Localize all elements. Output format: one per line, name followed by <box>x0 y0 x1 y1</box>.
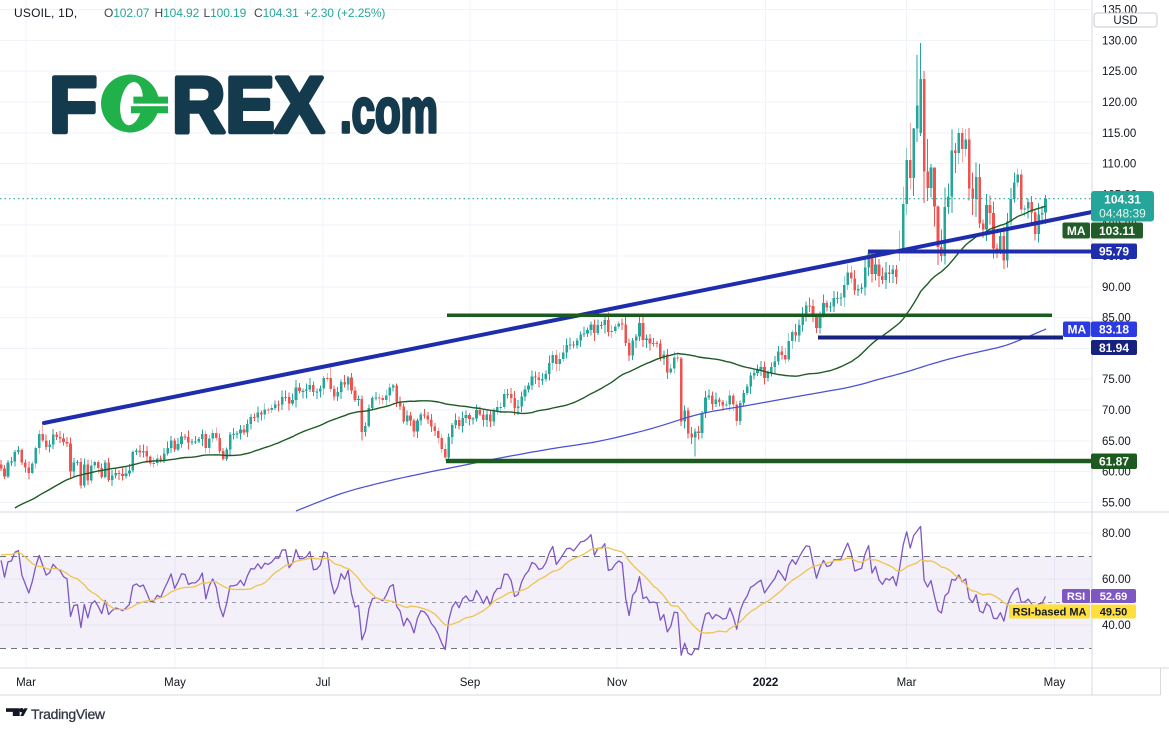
svg-text:O102.07: O102.07 <box>104 6 150 20</box>
svg-text:RSI-based MA: RSI-based MA <box>1013 607 1087 619</box>
svg-text:83.18: 83.18 <box>1099 323 1129 337</box>
svg-text:115.00: 115.00 <box>1102 128 1136 140</box>
svg-text:F: F <box>49 60 97 149</box>
svg-text:USD: USD <box>1113 15 1137 27</box>
svg-text:125.00: 125.00 <box>1102 66 1137 78</box>
svg-text:55.00: 55.00 <box>1102 497 1131 509</box>
svg-text:May: May <box>1044 677 1066 689</box>
svg-text:L100.19: L100.19 <box>204 6 247 20</box>
svg-text:04:48:39: 04:48:39 <box>1099 207 1146 221</box>
svg-text:49.50: 49.50 <box>1100 607 1128 619</box>
svg-text:80.00: 80.00 <box>1102 528 1131 540</box>
svg-text:95.79: 95.79 <box>1099 245 1129 259</box>
svg-text:60.00: 60.00 <box>1102 574 1131 586</box>
svg-text:52.69: 52.69 <box>1100 591 1128 603</box>
svg-text:90.00: 90.00 <box>1102 282 1131 294</box>
svg-text:May: May <box>164 677 186 689</box>
svg-text:40.00: 40.00 <box>1102 620 1131 632</box>
svg-text:USOIL, 1D,: USOIL, 1D, <box>14 6 77 20</box>
svg-text:110.00: 110.00 <box>1102 159 1136 171</box>
svg-text:120.00: 120.00 <box>1102 97 1137 109</box>
svg-text:.com: .com <box>340 77 438 146</box>
svg-text:C104.31: C104.31 <box>254 6 299 20</box>
svg-text:103.11: 103.11 <box>1099 224 1135 238</box>
svg-text:61.87: 61.87 <box>1099 455 1129 469</box>
svg-text:Sep: Sep <box>460 677 480 689</box>
svg-text:Jul: Jul <box>316 677 331 689</box>
svg-text:75.00: 75.00 <box>1102 374 1131 386</box>
svg-text:Mar: Mar <box>16 677 36 689</box>
svg-text:104.31: 104.31 <box>1104 193 1141 207</box>
svg-text:130.00: 130.00 <box>1102 35 1137 47</box>
svg-text:MA: MA <box>1067 323 1086 337</box>
svg-text:RSI: RSI <box>1067 591 1085 603</box>
svg-text:REX: REX <box>172 60 324 149</box>
svg-text:TradingView: TradingView <box>31 706 106 722</box>
svg-text:MA: MA <box>1067 224 1086 238</box>
svg-text:65.00: 65.00 <box>1102 436 1131 448</box>
svg-text:70.00: 70.00 <box>1102 405 1131 417</box>
svg-text:Mar: Mar <box>897 677 917 689</box>
svg-text:2022: 2022 <box>753 677 779 689</box>
svg-text:+2.30 (+2.25%): +2.30 (+2.25%) <box>304 6 385 20</box>
svg-text:81.94: 81.94 <box>1099 341 1129 355</box>
svg-text:Nov: Nov <box>607 677 628 689</box>
svg-text:H104.92: H104.92 <box>155 6 200 20</box>
svg-text:60.00: 60.00 <box>1102 467 1131 479</box>
